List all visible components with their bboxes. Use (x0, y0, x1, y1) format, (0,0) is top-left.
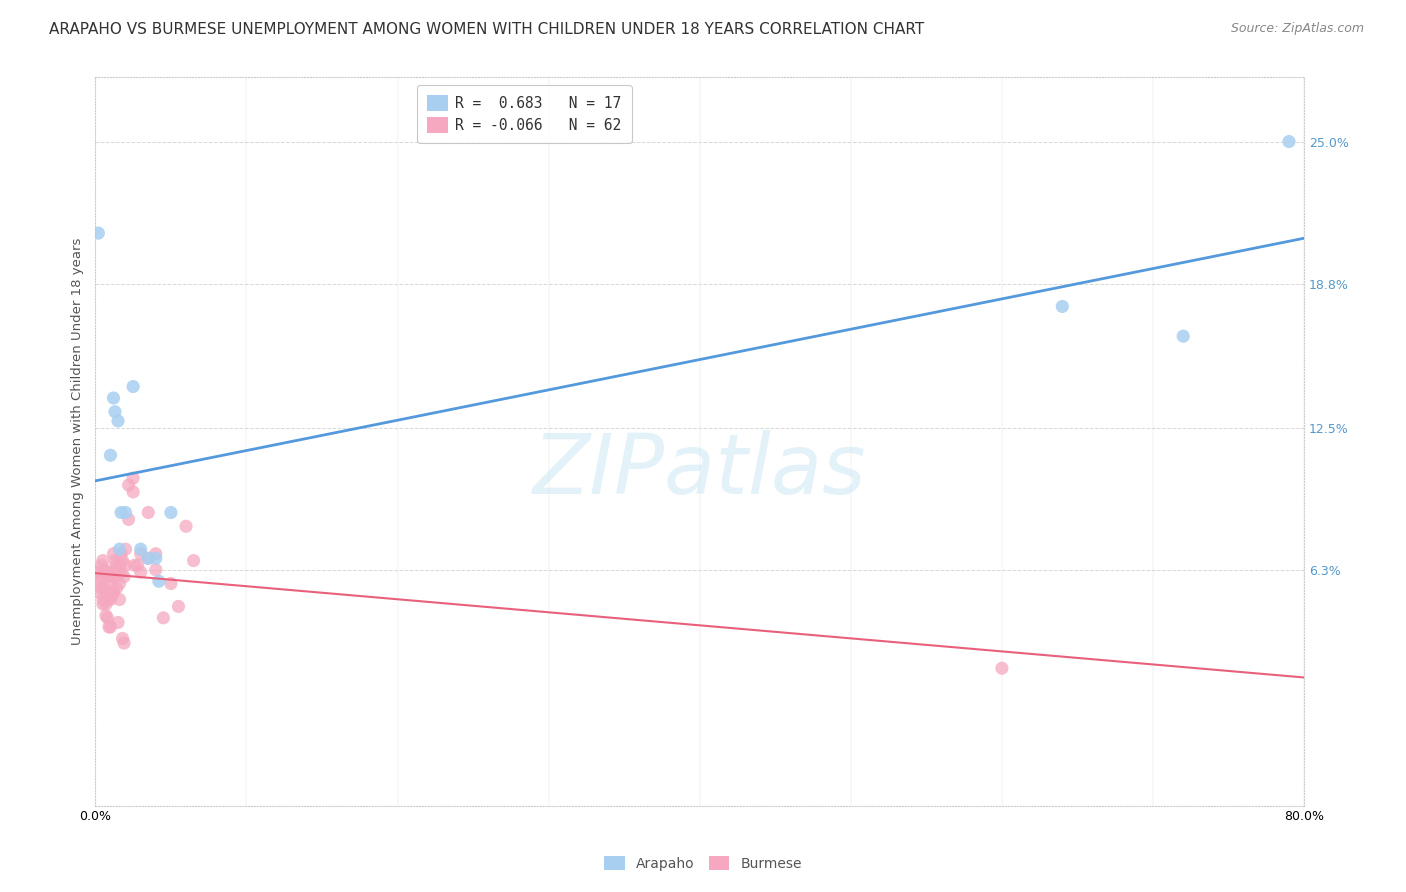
Point (114, 542, 136, 557)
Point (1173, 329, 1195, 343)
Point (114, 558, 136, 573)
Point (108, 576, 131, 591)
Point (91, 597, 114, 611)
Point (145, 547, 167, 561)
Text: ZIPatlas: ZIPatlas (533, 430, 866, 511)
Point (86, 565, 108, 579)
Point (100, 448, 122, 462)
Point (103, 391, 125, 405)
Point (122, 379, 145, 393)
Point (100, 592, 122, 607)
Point (101, 569, 124, 583)
Point (104, 553, 127, 567)
Point (100, 620, 122, 634)
Point (97, 576, 120, 591)
Point (89, 585, 111, 599)
Point (97, 620, 120, 634)
Point (107, 414, 129, 428)
Legend: Arapaho, Burmese: Arapaho, Burmese (599, 850, 807, 876)
Point (105, 558, 128, 573)
Point (111, 553, 134, 567)
Point (96, 569, 118, 583)
Point (108, 592, 131, 607)
Point (129, 542, 152, 557)
Point (87, 226, 110, 240)
Point (110, 565, 132, 579)
Point (112, 636, 135, 650)
Point (124, 558, 146, 573)
Point (103, 565, 125, 579)
Point (101, 588, 124, 602)
Text: ARAPAHO VS BURMESE UNEMPLOYMENT AMONG WOMEN WITH CHILDREN UNDER 18 YEARS CORRELA: ARAPAHO VS BURMESE UNEMPLOYMENT AMONG WO… (49, 22, 925, 37)
Point (122, 471, 145, 485)
Point (87, 569, 110, 583)
Point (107, 615, 129, 630)
Text: Source: ZipAtlas.com: Source: ZipAtlas.com (1230, 22, 1364, 36)
Point (89, 574, 111, 589)
Point (103, 585, 125, 599)
Point (160, 506, 183, 520)
Point (174, 519, 197, 533)
Point (117, 512, 139, 526)
Point (127, 558, 149, 573)
Point (110, 547, 132, 561)
Point (103, 547, 125, 561)
Point (1052, 300, 1074, 314)
Point (167, 599, 190, 614)
Point (90, 581, 112, 595)
Point (90, 558, 112, 573)
Point (94, 597, 117, 611)
Point (107, 563, 129, 577)
Point (145, 563, 167, 577)
Point (122, 484, 145, 499)
Point (183, 553, 205, 567)
Point (93, 581, 115, 595)
Point (129, 547, 152, 561)
Point (111, 632, 134, 646)
Point (117, 478, 139, 492)
Point (96, 592, 118, 607)
Point (105, 581, 128, 595)
Point (114, 506, 136, 520)
Y-axis label: Unemployment Among Women with Children Under 18 years: Unemployment Among Women with Children U… (72, 238, 84, 645)
Point (94, 608, 117, 623)
Point (104, 405, 127, 419)
Point (136, 551, 159, 566)
Point (1278, 135, 1301, 149)
Point (112, 569, 135, 583)
Point (91, 592, 114, 607)
Legend: R =  0.683   N = 17, R = -0.066   N = 62: R = 0.683 N = 17, R = -0.066 N = 62 (418, 85, 631, 143)
Point (136, 551, 159, 566)
Point (104, 569, 127, 583)
Point (129, 565, 152, 579)
Point (108, 558, 131, 573)
Point (148, 574, 170, 589)
Point (96, 611, 118, 625)
Point (136, 506, 159, 520)
Point (145, 551, 167, 566)
Point (108, 542, 131, 557)
Point (152, 611, 174, 625)
Point (91, 553, 114, 567)
Point (93, 563, 115, 577)
Point (160, 576, 183, 591)
Point (110, 506, 132, 520)
Point (991, 661, 1014, 675)
Point (100, 565, 122, 579)
Point (94, 565, 117, 579)
